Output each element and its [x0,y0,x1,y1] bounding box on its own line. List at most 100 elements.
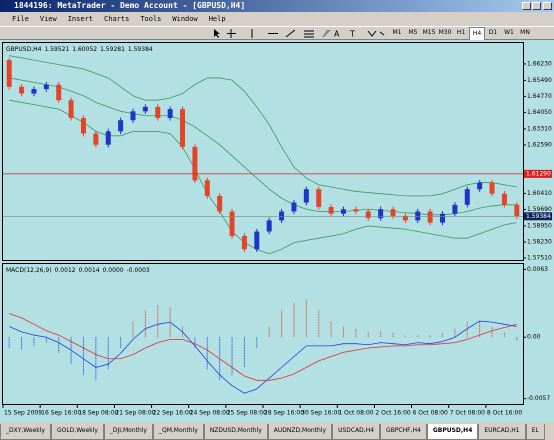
toolbar: A T M1 M5 M15 M30 H1 H4 D1 W1 MN [0,26,554,41]
text-tool[interactable]: A [334,30,340,39]
chart-tab[interactable]: NZDUSD,Monthly [203,424,268,440]
chart-tab[interactable]: GOLD,Weekly [50,424,104,440]
candle-body [440,213,446,223]
timeframe-button[interactable]: M15 [422,29,436,36]
macd-header-part: 0.0014 [79,267,100,274]
indicator-line [9,99,517,255]
toolbar-icons: A T [214,29,385,39]
menu-item[interactable]: Help [208,15,226,23]
candle-body [105,131,111,145]
y-tick-label: 1.60410 [527,190,552,197]
chart-tabs: _DXY,Weekly GOLD,Weekly _DJI,Monthly _QM,Mo… [0,424,554,440]
timeframe-buttons: M1 M5 M15 M30 H1 H4 D1 W1 MN [389,27,533,41]
indicator-line [9,320,517,394]
candle-body [266,220,272,232]
timeframe-button[interactable]: MN [520,29,530,36]
chart-tab[interactable]: _DJI,Monthly [103,424,153,440]
timeframe-button[interactable]: D1 [488,29,498,36]
candle-body [155,106,161,119]
macd-header-part: -0.0003 [127,267,150,274]
timeframe-button[interactable]: W1 [504,29,514,36]
candle-body [80,118,86,134]
title-bar: 1844196: MetaTrader - Demo Account - [GB… [0,0,554,12]
y-tick-label: 1.64770 [527,93,552,100]
chart-background [0,40,554,422]
candle-body [204,180,210,196]
x-tick-label: 8 Oct 16:00 [487,410,522,417]
window-title: 1844196: MetaTrader - Demo Account - [GB… [14,1,246,10]
x-tick-label: 24 Sep 08:00 [190,410,230,417]
channel-tool[interactable] [322,30,331,37]
y-tick-label: 1.58950 [527,222,552,229]
candle-body [340,209,346,214]
candle-body [378,209,384,219]
timeframe-button[interactable]: M1 [392,29,402,36]
candle-body [353,209,359,212]
indicator-line [9,313,517,381]
candle-body [68,100,74,119]
chart-tab[interactable]: _QM,Monthly [152,424,204,440]
level-label-box [524,169,552,178]
timeframe-button[interactable]: M5 [408,29,418,36]
close-button[interactable] [543,2,552,10]
timeframe-button[interactable]: H1 [456,29,466,36]
candle-body [489,182,495,194]
x-tick-label: 22 Sep 16:00 [153,410,193,417]
candle-body [365,211,371,219]
menu-bar: File View Insert Charts Tools Window Help [0,12,554,26]
macd-header-part: 0.0012 [55,267,76,274]
candle-body [402,215,408,221]
menu-item[interactable]: View [39,15,57,23]
chart-tab[interactable]: _DXY,Weekly [0,424,51,440]
menu-item[interactable]: File [12,15,29,23]
candle-body [328,207,334,214]
x-tick-label: 15 Sep 2009 [4,410,42,417]
y-tick-label: 1.58230 [527,238,552,245]
candle-body [56,84,62,101]
price-panel [2,42,524,261]
menu-item[interactable]: Charts [104,15,130,23]
cursor-tool[interactable] [214,29,220,38]
menu-item[interactable]: Tools [140,15,162,23]
line-tools[interactable] [251,29,314,38]
timeframe-button[interactable]: H4 [469,27,485,41]
candle-body [180,109,186,147]
x-tick-label: 28 Sep 16:00 [264,410,304,417]
crosshair-tool[interactable] [227,29,236,38]
menu-item[interactable]: Window [172,15,198,23]
y-tick-label: 0.00 [527,334,541,341]
candle-body [291,202,297,212]
level-label: 1.61290 [526,170,551,177]
y-tick-label: 1.65490 [527,77,552,84]
candle-body [241,235,247,250]
macd-header-part: 0.0000 [103,267,124,274]
candle-body [452,204,458,214]
candle-body [303,189,309,203]
macd-panel [2,263,524,405]
chart-tab[interactable]: GBPUSD,H4 [426,424,479,440]
menu-item[interactable]: Insert [67,15,94,23]
candle-body [316,189,322,208]
arrows-tool[interactable] [367,30,385,37]
candle-body [19,86,25,94]
macd-header: MACD(12,26,9) 0.0012 0.0014 0.0000 -0.0003 [6,267,150,274]
candle-body [167,109,173,119]
y-tick-label: 1.63310 [527,125,552,132]
chart-tab[interactable]: USDCAD,H4 [332,424,381,440]
x-tick-label: 21 Sep 08:00 [115,410,155,417]
chart-tab[interactable]: EURCAD,H1 [478,424,526,440]
x-tick-label: 2 Oct 16:00 [375,410,410,417]
candle-body [192,146,198,181]
chart-tab[interactable]: GBPCHF,H4 [380,424,427,440]
label-tool[interactable]: T [349,30,355,39]
minimize-button[interactable] [522,2,531,10]
price-header-part: GBPUSD,H4 [6,46,42,53]
chart-tab[interactable]: EL [525,424,545,440]
y-tick-label: 1.59690 [527,206,552,213]
candle-body [390,209,396,216]
maximize-button[interactable] [532,2,541,10]
timeframe-button[interactable]: M30 [438,29,452,36]
chart-tab[interactable]: AUDNZD,Monthly [267,424,333,440]
y-tick-label: 1.66230 [527,60,552,67]
